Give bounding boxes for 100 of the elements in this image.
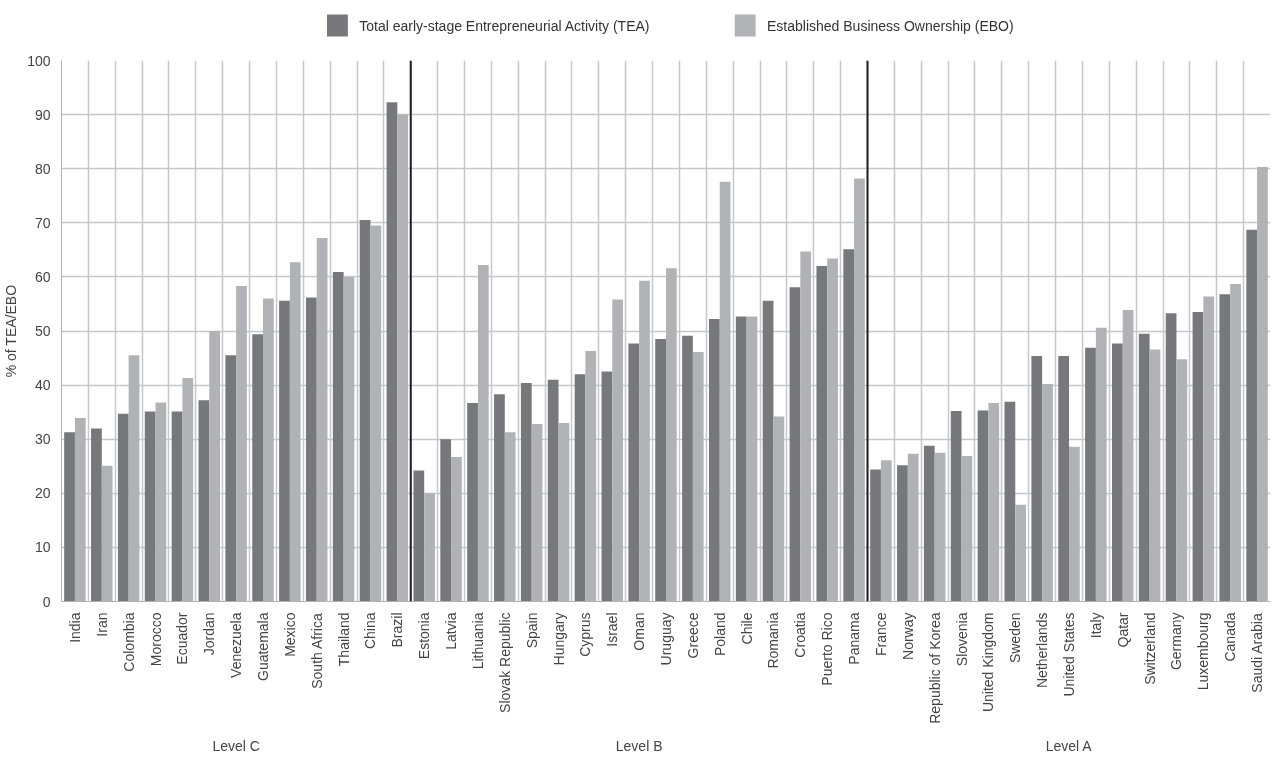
- bar: [386, 102, 398, 602]
- y-tick-label: 30: [34, 431, 51, 448]
- bar: [332, 272, 344, 602]
- x-tick-label: Morocco: [147, 612, 164, 667]
- y-tick-label: 0: [42, 593, 51, 610]
- x-tick-label: Venezuela: [228, 612, 245, 678]
- y-axis-title: % of TEA/EBO: [3, 284, 20, 378]
- bar: [762, 300, 774, 602]
- x-tick-label: Qatar: [1114, 612, 1131, 648]
- bar: [359, 220, 371, 602]
- bar: [64, 432, 75, 602]
- x-tick-label: Panama: [846, 612, 863, 665]
- bar: [171, 411, 183, 602]
- bar: [1246, 229, 1258, 602]
- x-tick-label: Estonia: [416, 612, 433, 660]
- x-tick-label: Netherlands: [1034, 612, 1051, 688]
- text: Level A: [1045, 737, 1093, 754]
- x-tick-label: Spain: [523, 612, 540, 649]
- bar: [789, 287, 801, 602]
- x-tick-label: Saudi Arabia: [1249, 613, 1266, 693]
- x-tick-label: Slovenia: [953, 612, 970, 667]
- x-tick-label: Thailand: [335, 612, 352, 667]
- bar: [547, 379, 559, 602]
- bar: [870, 469, 881, 602]
- y-tick-label: 20: [34, 485, 51, 502]
- bar: [279, 300, 290, 602]
- x-tick-label: Republic of Korea: [926, 612, 943, 724]
- bar: [655, 339, 666, 602]
- x-tick-label: Uruguay: [658, 612, 674, 666]
- x-tick-label: Romania: [765, 612, 782, 669]
- x-tick-label: Mexico: [281, 612, 298, 657]
- x-tick-label: Latvia: [443, 612, 460, 650]
- x-tick-label: United Kingdom: [980, 612, 997, 713]
- bar: [520, 382, 532, 602]
- bar: [305, 297, 317, 602]
- x-tick-label: Ecuador: [174, 612, 191, 665]
- y-tick-label: 40: [34, 377, 51, 394]
- bar: [628, 343, 640, 602]
- bar: [1058, 355, 1069, 602]
- x-tick-label: Norway: [899, 612, 916, 660]
- y-tick-label: 50: [34, 323, 51, 339]
- bar: [1165, 313, 1177, 602]
- x-tick-label: India: [66, 612, 83, 643]
- bar: [574, 374, 586, 602]
- x-tick-label: Italy: [1087, 612, 1104, 639]
- y-tick-label: 10: [34, 539, 51, 556]
- y-tick-label: 70: [34, 214, 51, 231]
- x-tick-label: Colombia: [120, 612, 137, 672]
- bar: [1219, 294, 1231, 602]
- bar: [682, 335, 693, 602]
- x-tick-label: South Africa: [308, 613, 325, 689]
- y-tick-label: 60: [34, 268, 51, 285]
- x-tick-label: Croatia: [792, 612, 809, 658]
- bar: [413, 470, 425, 602]
- bar: [467, 402, 478, 602]
- x-tick-label: Israel: [604, 612, 621, 647]
- bar: [897, 465, 908, 602]
- bar: [923, 445, 935, 602]
- x-tick-label: Germany: [1168, 612, 1185, 671]
- bar: [494, 394, 505, 602]
- y-tick-label: 80: [34, 160, 51, 177]
- y-tick-label: 90: [34, 106, 51, 123]
- bar: [950, 411, 962, 602]
- x-tick-label: Oman: [631, 612, 648, 651]
- x-tick-label: Cyprus: [577, 612, 594, 657]
- x-tick-label: China: [362, 612, 379, 650]
- bar: [1138, 333, 1150, 602]
- bar: [843, 249, 855, 602]
- bar: [117, 413, 129, 602]
- x-tick-label: Slovak Republic: [496, 612, 513, 713]
- x-tick-label: United States: [1061, 612, 1077, 697]
- bar: [440, 439, 452, 602]
- bar: [1085, 347, 1096, 602]
- bar: [144, 411, 156, 602]
- text: Level B: [615, 737, 663, 754]
- x-tick-label: Chile: [738, 612, 755, 645]
- y-tick-label: 100: [27, 52, 51, 69]
- x-tick-label: Greece: [684, 612, 701, 659]
- bar: [252, 334, 263, 602]
- bar: [1192, 312, 1204, 602]
- bar: [816, 266, 828, 602]
- x-tick-label: France: [872, 612, 889, 657]
- text: Level C: [212, 737, 260, 754]
- x-tick-label: Poland: [711, 612, 728, 657]
- x-tick-label: Lithuania: [469, 612, 486, 670]
- bar: [601, 371, 613, 602]
- x-tick-label: Switzerland: [1141, 612, 1158, 685]
- x-tick-label: Sweden: [1007, 612, 1024, 664]
- x-tick-label: Jordan: [201, 612, 218, 656]
- legend-label: Total early-stage Entrepreneurial Activity (TEA): [359, 17, 650, 34]
- legend-label: Established Business Ownership (EBO): [766, 17, 1014, 34]
- x-tick-label: Luxembourg: [1195, 612, 1212, 691]
- bar: [977, 410, 989, 602]
- bar: [708, 319, 720, 602]
- bar: [91, 428, 102, 602]
- bar: [1004, 401, 1016, 602]
- x-tick-label: Iran: [93, 612, 110, 637]
- x-tick-label: Brazil: [389, 612, 406, 648]
- x-tick-label: Puerto Rico: [819, 612, 836, 686]
- bar: [198, 400, 210, 602]
